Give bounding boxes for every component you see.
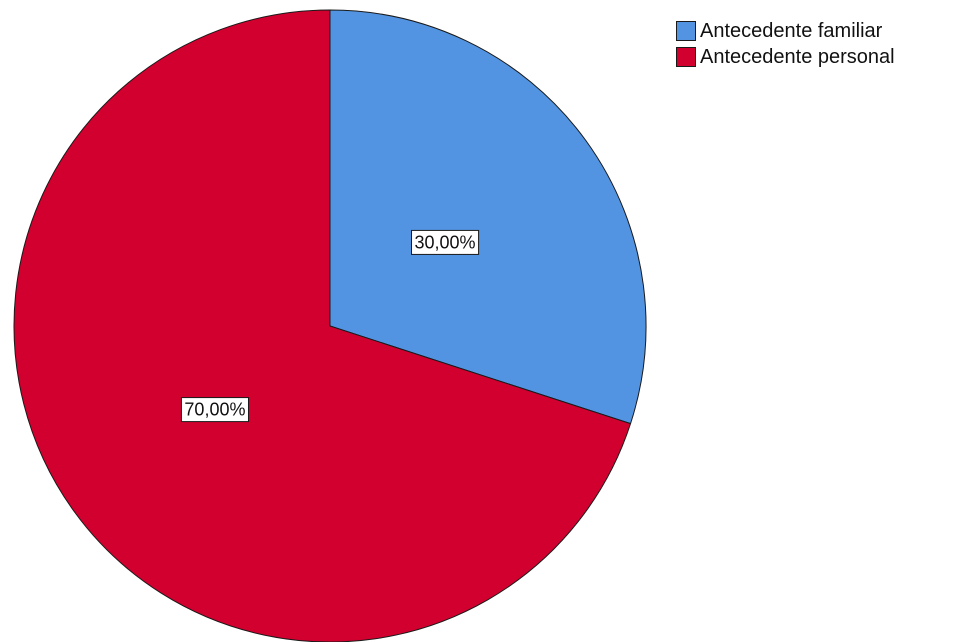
data-label-box-1: [180, 397, 249, 423]
pie-slice-antecedente-personal: [13, 9, 632, 642]
legend-swatch-familiar: [676, 21, 696, 41]
legend-label-familiar: Antecedente familiar: [700, 19, 883, 42]
data-label-0: 30,00%: [415, 232, 476, 252]
legend-item-antecedente-personal: Antecedente personal: [676, 44, 895, 70]
data-label-box-0: [411, 229, 480, 255]
data-label-group-0: 30,00%: [411, 229, 480, 255]
legend-swatch-personal: [676, 47, 696, 67]
legend-label-personal: Antecedente personal: [700, 45, 895, 68]
legend: Antecedente familiar Antecedente persona…: [676, 18, 895, 70]
data-label-1: 70,00%: [184, 400, 245, 420]
legend-item-antecedente-familiar: Antecedente familiar: [676, 18, 895, 44]
pie-slice-antecedente-familiar: [329, 9, 647, 425]
data-label-group-1: 70,00%: [180, 397, 249, 423]
